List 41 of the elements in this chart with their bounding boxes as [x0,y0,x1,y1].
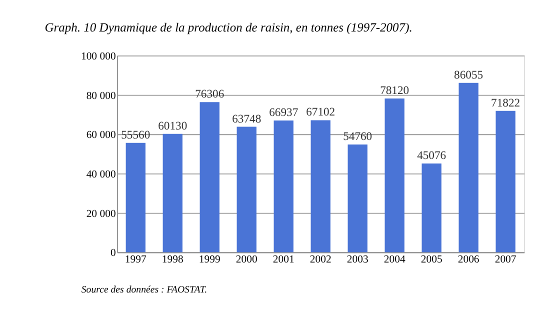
x-tick-label: 2004 [384,254,406,266]
bar [496,110,516,252]
bar [422,164,442,252]
x-tick-label: 1998 [162,254,184,266]
bar [458,82,478,252]
bar [236,126,256,252]
bar [348,144,368,252]
data-label: 54760 [343,130,372,144]
data-label: 67102 [306,106,336,119]
y-tick-label: 80 000 [86,90,116,102]
data-label: 45076 [417,149,446,162]
y-tick-label: 40 000 [86,168,116,181]
x-tick-label: 2000 [236,254,258,266]
data-label: 66937 [269,106,298,120]
data-label: 78120 [380,84,410,98]
bar [126,142,146,252]
chart-title: Graph. 10 Dynamique de la production de raisin, en tonnes (1997-2007). [44,20,412,34]
data-label: 60130 [158,119,188,132]
data-label: 71822 [491,96,520,110]
x-tick-label: 2007 [494,254,517,266]
bar [310,120,330,252]
y-tick-label: 20 000 [86,208,116,220]
y-tick-label: 60 000 [86,129,116,142]
data-label: 63748 [232,112,262,126]
bar [274,120,294,252]
y-tick-label: 100 000 [80,50,116,62]
data-label: 55560 [121,128,150,142]
x-tick-label: 2001 [272,254,294,266]
bar [200,102,220,252]
x-tick-label: 2006 [458,254,480,266]
x-tick-label: 1999 [198,254,220,266]
bar [162,134,182,252]
source-note: Source des données : FAOSTAT. [81,284,208,296]
y-tick-label: 0 [110,247,116,260]
x-tick-label: 2003 [346,254,368,266]
x-tick-label: 2005 [420,254,442,266]
data-label: 86055 [454,68,484,82]
bar [384,98,404,252]
data-label: 76306 [195,88,224,101]
x-tick-label: 2002 [310,254,332,266]
x-tick-label: 1997 [124,254,148,266]
